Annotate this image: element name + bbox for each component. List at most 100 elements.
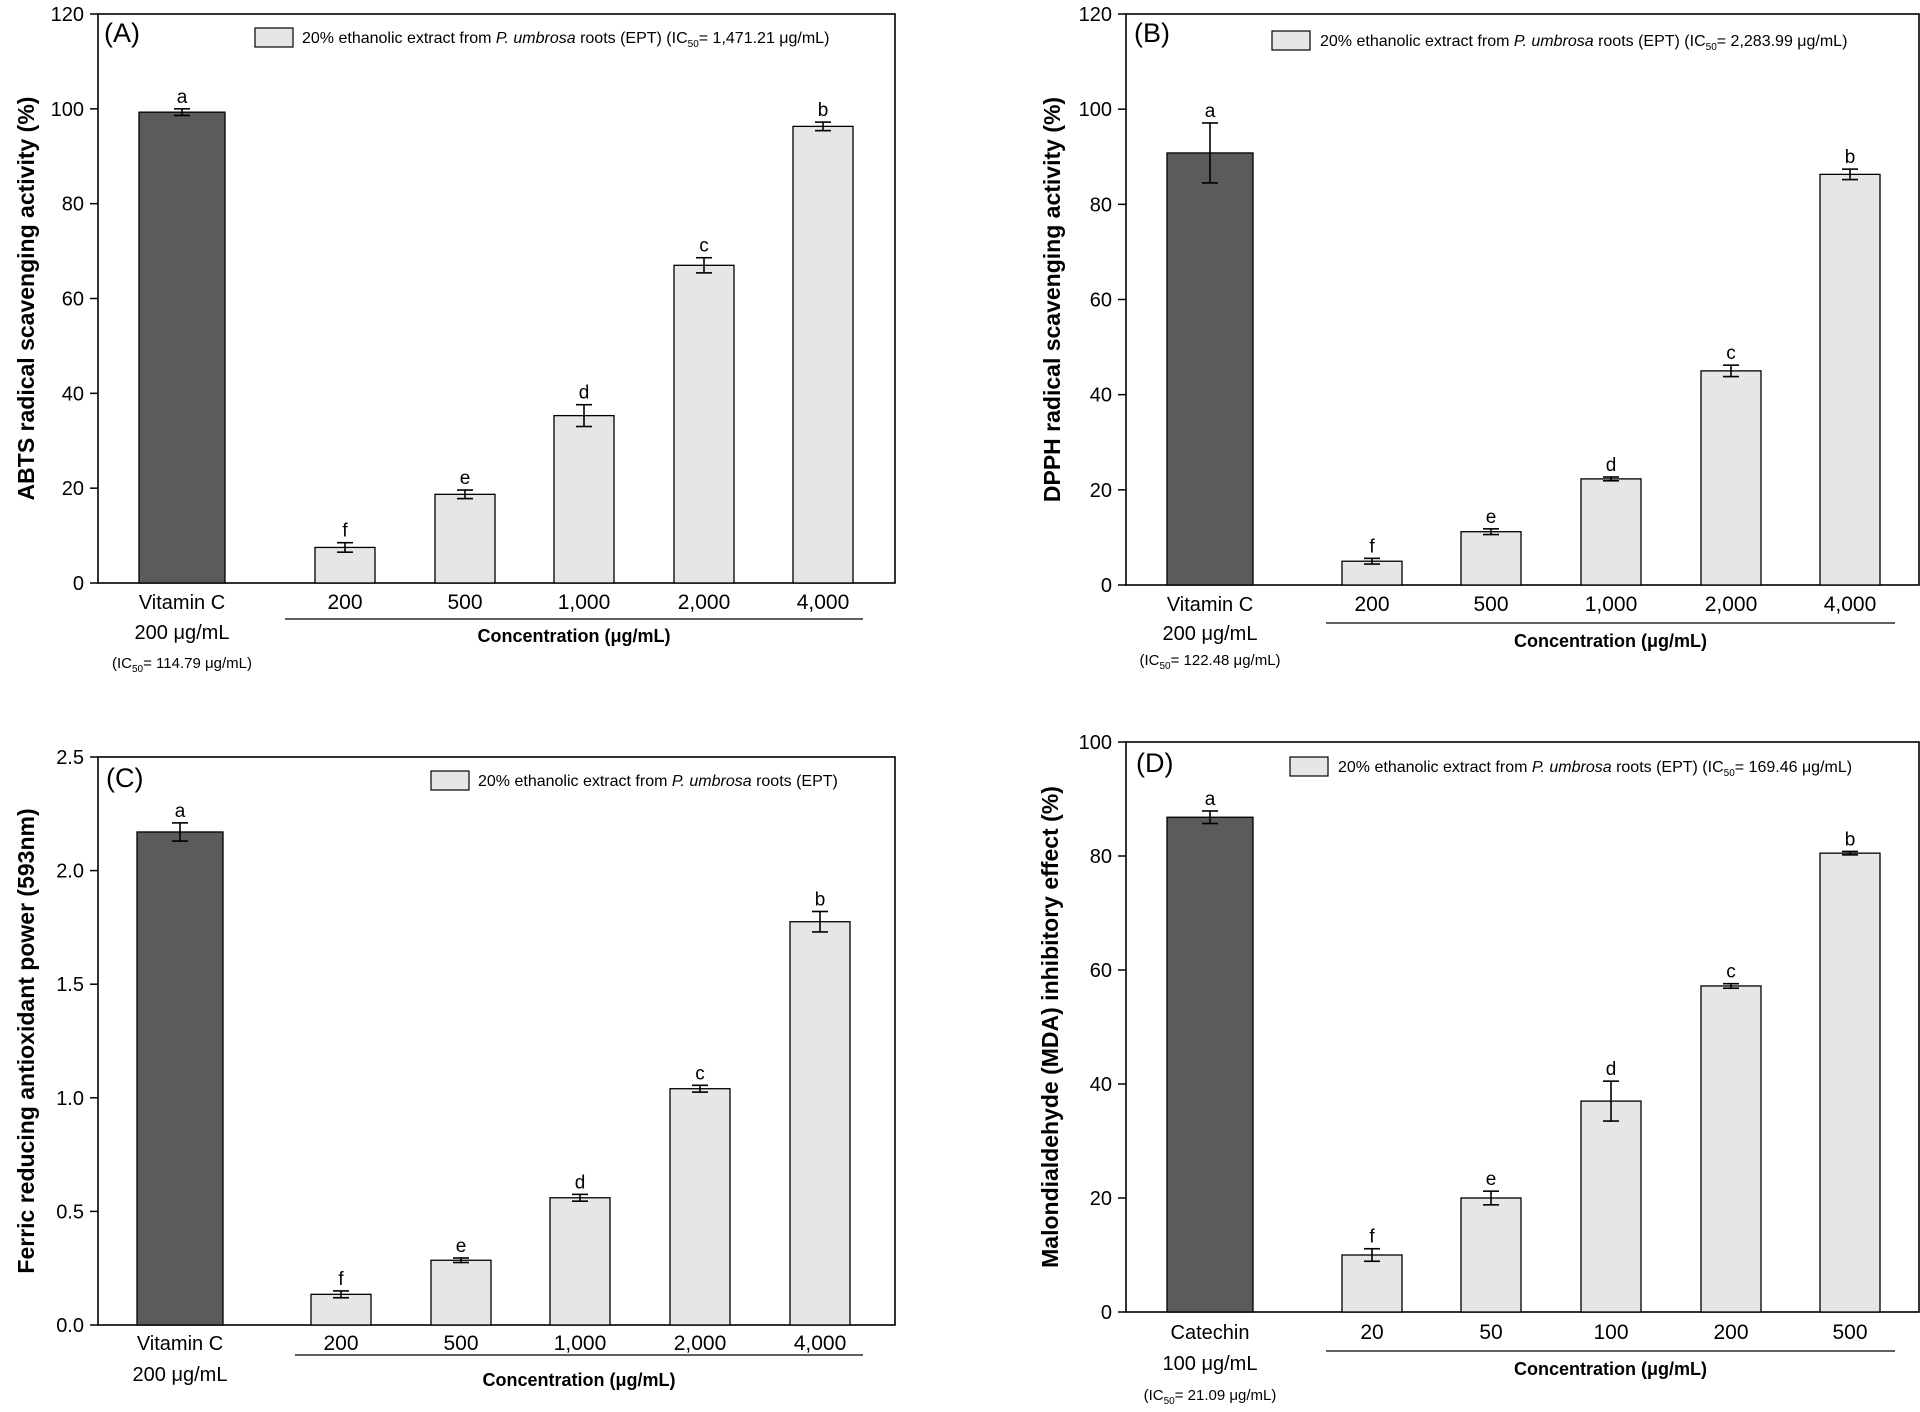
significance-letter: e	[1486, 507, 1497, 528]
legend-suffix: roots (EPT) (IC	[1612, 759, 1724, 776]
legend-species: P. umbrosa	[1514, 33, 1594, 50]
y-tick-label: 40	[1090, 385, 1112, 407]
y-tick-label: 2.5	[56, 747, 84, 769]
y-tick-label: 2.0	[56, 861, 84, 883]
y-tick-label: 80	[62, 194, 84, 216]
legend-species: P. umbrosa	[672, 773, 752, 790]
x-tick-label: 50	[1479, 1321, 1502, 1344]
legend-prefix: 20% ethanolic extract from	[302, 30, 496, 47]
legend-prefix: 20% ethanolic extract from	[478, 773, 672, 790]
significance-letter: f	[338, 1269, 344, 1290]
control-ic-value: = 114.79 μg/mL)	[143, 655, 252, 672]
legend-species: P. umbrosa	[496, 30, 576, 47]
bar	[430, 1259, 492, 1326]
bar	[1819, 173, 1881, 586]
bar	[1460, 1197, 1522, 1313]
y-tick-label: 40	[62, 383, 84, 405]
x-tick-label: 500	[1832, 1321, 1867, 1344]
bar	[789, 921, 851, 1326]
bar	[1460, 531, 1522, 586]
legend-swatch	[254, 27, 294, 48]
x-tick-label: 4,000	[797, 591, 850, 614]
legend-text: 20% ethanolic extract from P. umbrosa ro…	[1338, 759, 1852, 779]
x-tick-label: 500	[447, 591, 482, 614]
control-name-label: Vitamin C	[139, 592, 225, 614]
legend-ic-value: = 2,283.99 μg/mL)	[1717, 33, 1848, 50]
y-tick-label: 0	[73, 573, 84, 595]
significance-letter: c	[1726, 962, 1736, 983]
y-axis-label: Malondialdehyde (MDA) inhibitory effect …	[1037, 786, 1063, 1268]
control-ic50-label: (IC50= 114.79 μg/mL)	[112, 655, 252, 675]
x-tick-label: 500	[1473, 593, 1508, 616]
control-ic-prefix: (IC	[112, 655, 132, 672]
control-ic-subscript: 50	[1159, 661, 1171, 672]
significance-letter: b	[818, 100, 829, 121]
bar	[310, 1293, 372, 1326]
x-tick-label: 1,000	[1585, 593, 1638, 616]
plot-frame	[1125, 741, 1920, 1313]
x-tick-label: 200	[1354, 593, 1389, 616]
panel-label: (A)	[104, 18, 140, 48]
control-significance-letter: a	[1205, 789, 1216, 810]
significance-letter: d	[575, 1172, 586, 1193]
control-ic-value: = 21.09 μg/mL)	[1175, 1387, 1277, 1404]
chart-panel-c: 0.0 0.5 1.0 1.5 2.0 2.5 Ferric reducing antiox…	[13, 747, 896, 1390]
control-significance-letter: a	[177, 87, 188, 108]
y-tick-label: 100	[1079, 732, 1112, 754]
y-tick-label: 0.0	[56, 1315, 84, 1337]
x-tick-label: 500	[443, 1332, 478, 1355]
control-ic-prefix: (IC	[1144, 1387, 1164, 1404]
panel-label: (B)	[1134, 18, 1170, 48]
control-bar	[1166, 816, 1254, 1313]
legend-text: 20% ethanolic extract from P. umbrosa ro…	[478, 773, 838, 790]
x-tick-label: 1,000	[558, 591, 611, 614]
y-tick-label: 40	[1090, 1074, 1112, 1096]
control-name-label: Vitamin C	[1167, 594, 1253, 616]
y-tick-label: 60	[1090, 960, 1112, 982]
bar	[1341, 1254, 1403, 1313]
control-dose-label: 100 μg/mL	[1163, 1353, 1258, 1375]
chart-panel-d: 0 20 40 60 80 100 Malondialdehyde (MDA) inhibi…	[1037, 732, 1920, 1407]
significance-letter: b	[1845, 829, 1856, 850]
bar	[673, 264, 735, 584]
significance-letter: e	[1486, 1169, 1497, 1190]
bar	[549, 1197, 611, 1326]
x-axis-label: Concentration (μg/mL)	[483, 1370, 676, 1390]
y-tick-label: 60	[1090, 290, 1112, 312]
control-dose-label: 200 μg/mL	[135, 622, 230, 644]
control-dose-label: 200 μg/mL	[1163, 623, 1258, 645]
significance-letter: c	[699, 236, 709, 257]
control-dose-label: 200 μg/mL	[133, 1364, 228, 1386]
control-bar	[1166, 152, 1254, 586]
significance-letter: e	[460, 468, 471, 489]
significance-letter: b	[1845, 147, 1856, 168]
x-tick-label: 4,000	[1824, 593, 1877, 616]
control-ic-value: = 122.48 μg/mL)	[1171, 652, 1281, 669]
control-ic-subscript: 50	[1164, 1396, 1176, 1407]
x-tick-label: 2,000	[678, 591, 731, 614]
bar	[1700, 985, 1762, 1313]
control-significance-letter: a	[1205, 101, 1216, 122]
x-axis-label: Concentration (μg/mL)	[1514, 1359, 1707, 1379]
control-ic50-label: (IC50= 122.48 μg/mL)	[1139, 652, 1280, 672]
bar	[669, 1088, 731, 1326]
y-axis-label: DPPH radical scavenging activity (%)	[1039, 97, 1065, 502]
y-tick-label: 1.0	[56, 1088, 84, 1110]
significance-letter: e	[456, 1236, 467, 1257]
bar	[1580, 1100, 1642, 1313]
legend-species: P. umbrosa	[1532, 759, 1612, 776]
legend-subscript: 50	[1706, 42, 1718, 53]
y-tick-label: 20	[1090, 480, 1112, 502]
legend-text: 20% ethanolic extract from P. umbrosa ro…	[302, 30, 829, 50]
chart-panel-a: 0 20 40 60 80 100 120 ABTS radical scavenging a…	[13, 4, 896, 675]
bar	[1580, 478, 1642, 586]
x-tick-label: 1,000	[554, 1332, 607, 1355]
y-tick-label: 120	[51, 4, 84, 26]
significance-letter: d	[1606, 1059, 1617, 1080]
y-tick-label: 80	[1090, 194, 1112, 216]
significance-letter: f	[1369, 1227, 1375, 1248]
y-tick-label: 20	[1090, 1188, 1112, 1210]
significance-letter: d	[579, 383, 590, 404]
legend-swatch	[1289, 756, 1329, 777]
